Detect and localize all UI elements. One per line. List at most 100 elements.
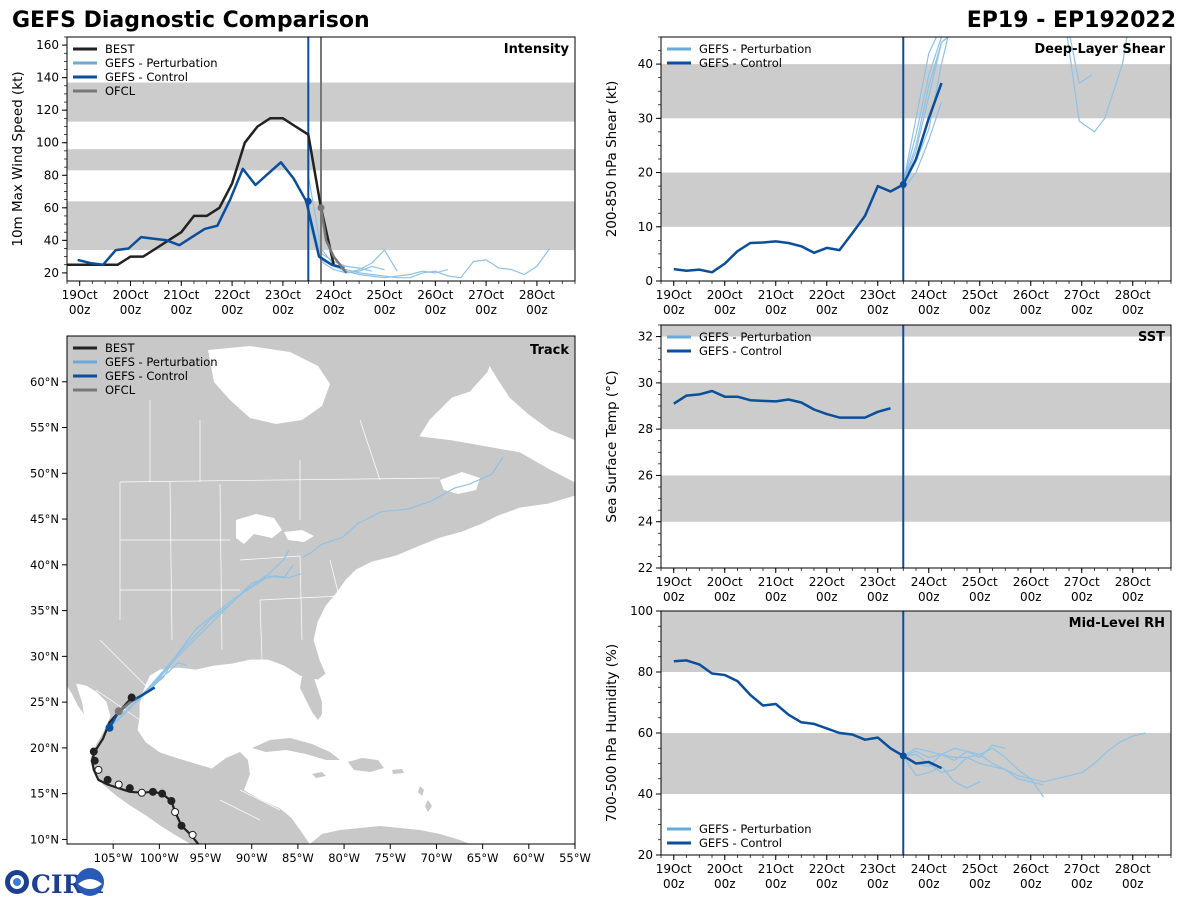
intensity-xtick-label-line: 00z xyxy=(171,303,193,317)
rh-control-line xyxy=(673,659,943,770)
sst-xtick-label: 19Oct 00z xyxy=(656,575,692,604)
sst-panel-title: SST xyxy=(1138,330,1165,345)
shear-xtick-label-line: 00z xyxy=(1071,303,1093,317)
rh-xtick-label-line: 23Oct xyxy=(860,862,896,876)
intensity-xtick-label: 22Oct 00z xyxy=(214,288,250,317)
florida xyxy=(300,676,322,720)
shear-perturbation-line xyxy=(902,37,938,184)
north-america-landmass xyxy=(67,336,575,844)
shear-xtick-label-line: 26Oct xyxy=(1013,288,1049,302)
intensity-legend-label: GEFS - Control xyxy=(105,70,188,84)
intensity-ytick-label: 140 xyxy=(36,71,59,85)
intensity-xtick-label: 25Oct 00z xyxy=(366,288,402,317)
figure-title: GEFS Diagnostic Comparison xyxy=(12,8,370,33)
rh-xtick-label: 27Oct 00z xyxy=(1064,862,1100,891)
intensity-legend-label: GEFS - Perturbation xyxy=(105,56,218,70)
shear-xtick-label-line: 19Oct xyxy=(656,288,692,302)
track-lat-tick-label: 15°N xyxy=(30,787,59,801)
rh-xtick-label-line: 00z xyxy=(918,877,940,891)
sst-ytick-label: 22 xyxy=(638,561,653,575)
puerto-rico xyxy=(392,769,404,774)
track-series xyxy=(89,456,504,844)
shear-perturbation-line xyxy=(1069,37,1093,84)
track-best-point xyxy=(148,787,157,796)
shear-xtick-label-line: 00z xyxy=(816,303,838,317)
shear-xtick-label-line: 27Oct xyxy=(1064,288,1100,302)
intensity-ytick-label: 60 xyxy=(44,201,59,215)
rh-xtick-label-line: 28Oct xyxy=(1115,862,1151,876)
rh-xtick-label-line: 25Oct xyxy=(962,862,998,876)
intensity-xtick-label: 27Oct 00z xyxy=(468,288,504,317)
sst-xtick-label-line: 00z xyxy=(1122,590,1144,604)
shear-xtick-label-line: 00z xyxy=(714,303,736,317)
intensity-xtick-label-line: 00z xyxy=(526,303,548,317)
track-lon-tick-label: 90°W xyxy=(236,851,268,865)
shear-ylabel: 200-850 hPa Shear (kt) xyxy=(604,81,620,238)
shear-xtick-label-line: 00z xyxy=(1122,303,1144,317)
intensity-xtick-label-line: 21Oct xyxy=(163,288,199,302)
sst-ytick-label: 30 xyxy=(638,376,653,390)
intensity-xtick-label: 24Oct 00z xyxy=(316,288,352,317)
shear-xtick-label-line: 00z xyxy=(867,303,889,317)
shear-xtick-label: 25Oct 00z xyxy=(962,288,998,317)
rh-ytick-label: 20 xyxy=(638,848,653,862)
rh-ylabel: 700-500 hPa Humidity (%) xyxy=(604,644,620,822)
shear-perturbation-line xyxy=(1066,37,1128,133)
track-lat-tick-label: 20°N xyxy=(30,741,59,755)
track-lat-tick-label: 25°N xyxy=(30,695,59,709)
sst-xtick-label-line: 00z xyxy=(663,590,685,604)
intensity-xtick-label-line: 24Oct xyxy=(316,288,352,302)
sst-xtick-label-line: 20Oct xyxy=(707,575,743,589)
shear-xtick-label-line: 00z xyxy=(969,303,991,317)
rh-perturbation-line xyxy=(902,755,981,789)
rh-xtick-label: 19Oct 00z xyxy=(656,862,692,891)
sst-control-line xyxy=(673,389,891,419)
intensity-panel-title: Intensity xyxy=(504,42,570,57)
rh-xtick-label: 28Oct 00z xyxy=(1115,862,1151,891)
shear-xtick-label-line: 24Oct xyxy=(911,288,947,302)
rh-perturbation-line xyxy=(903,747,1044,798)
sst-xtick-label: 27Oct 00z xyxy=(1064,575,1100,604)
intensity-xtick-label: 23Oct 00z xyxy=(265,288,301,317)
jamaica xyxy=(312,772,326,778)
intensity-ylabel: 10m Max Wind Speed (kt) xyxy=(10,71,26,246)
shear-plot-area xyxy=(661,37,1171,281)
sst-xtick-label-line: 19Oct xyxy=(656,575,692,589)
track-lon-tick-label: 105°W xyxy=(94,851,133,865)
rh-perturbation-line xyxy=(902,747,1044,786)
rh-ytick-label: 80 xyxy=(638,665,653,679)
track-best-point xyxy=(127,693,136,702)
track-best-point xyxy=(90,756,99,765)
shear-xtick-label: 21Oct 00z xyxy=(758,288,794,317)
sst-xtick-label-line: 00z xyxy=(1020,590,1042,604)
intensity-xtick-label-line: 00z xyxy=(221,303,243,317)
intensity-ytick-label: 120 xyxy=(36,103,59,117)
shear-xtick-label-line: 21Oct xyxy=(758,288,794,302)
sst-xtick-label-line: 00z xyxy=(714,590,736,604)
intensity-xtick-label: 28Oct 00z xyxy=(519,288,555,317)
track-best-point xyxy=(125,784,134,793)
shear-ytick-label: 40 xyxy=(638,57,653,71)
rh-perturbation-line xyxy=(902,744,1006,768)
intensity-xtick-label-line: 23Oct xyxy=(265,288,301,302)
track-perturbation-line xyxy=(145,665,171,694)
shear-xtick-label: 23Oct 00z xyxy=(860,288,896,317)
rh-xtick-label-line: 22Oct xyxy=(809,862,845,876)
rh-xtick-label: 20Oct 00z xyxy=(707,862,743,891)
track-lon-tick-label: 80°W xyxy=(328,851,360,865)
intensity-control-init-marker xyxy=(304,197,312,205)
sst-threshold-band xyxy=(661,475,1171,522)
rh-xtick-label-line: 00z xyxy=(663,877,685,891)
political-borders xyxy=(95,400,441,821)
track-best-point xyxy=(114,780,123,789)
shear-perturbation-line xyxy=(902,101,943,190)
track-lon-tick-label: 65°W xyxy=(467,851,499,865)
shear-xtick-label-line: 28Oct xyxy=(1115,288,1151,302)
shear-xtick-label: 19Oct 00z xyxy=(656,288,692,317)
sst-xtick-label-line: 27Oct xyxy=(1064,575,1100,589)
intensity-xtick-label-line: 25Oct xyxy=(366,288,402,302)
track-ofcl-point xyxy=(114,707,123,716)
sst-legend-label: GEFS - Control xyxy=(699,344,782,358)
track-lon-tick-label: 95°W xyxy=(190,851,222,865)
